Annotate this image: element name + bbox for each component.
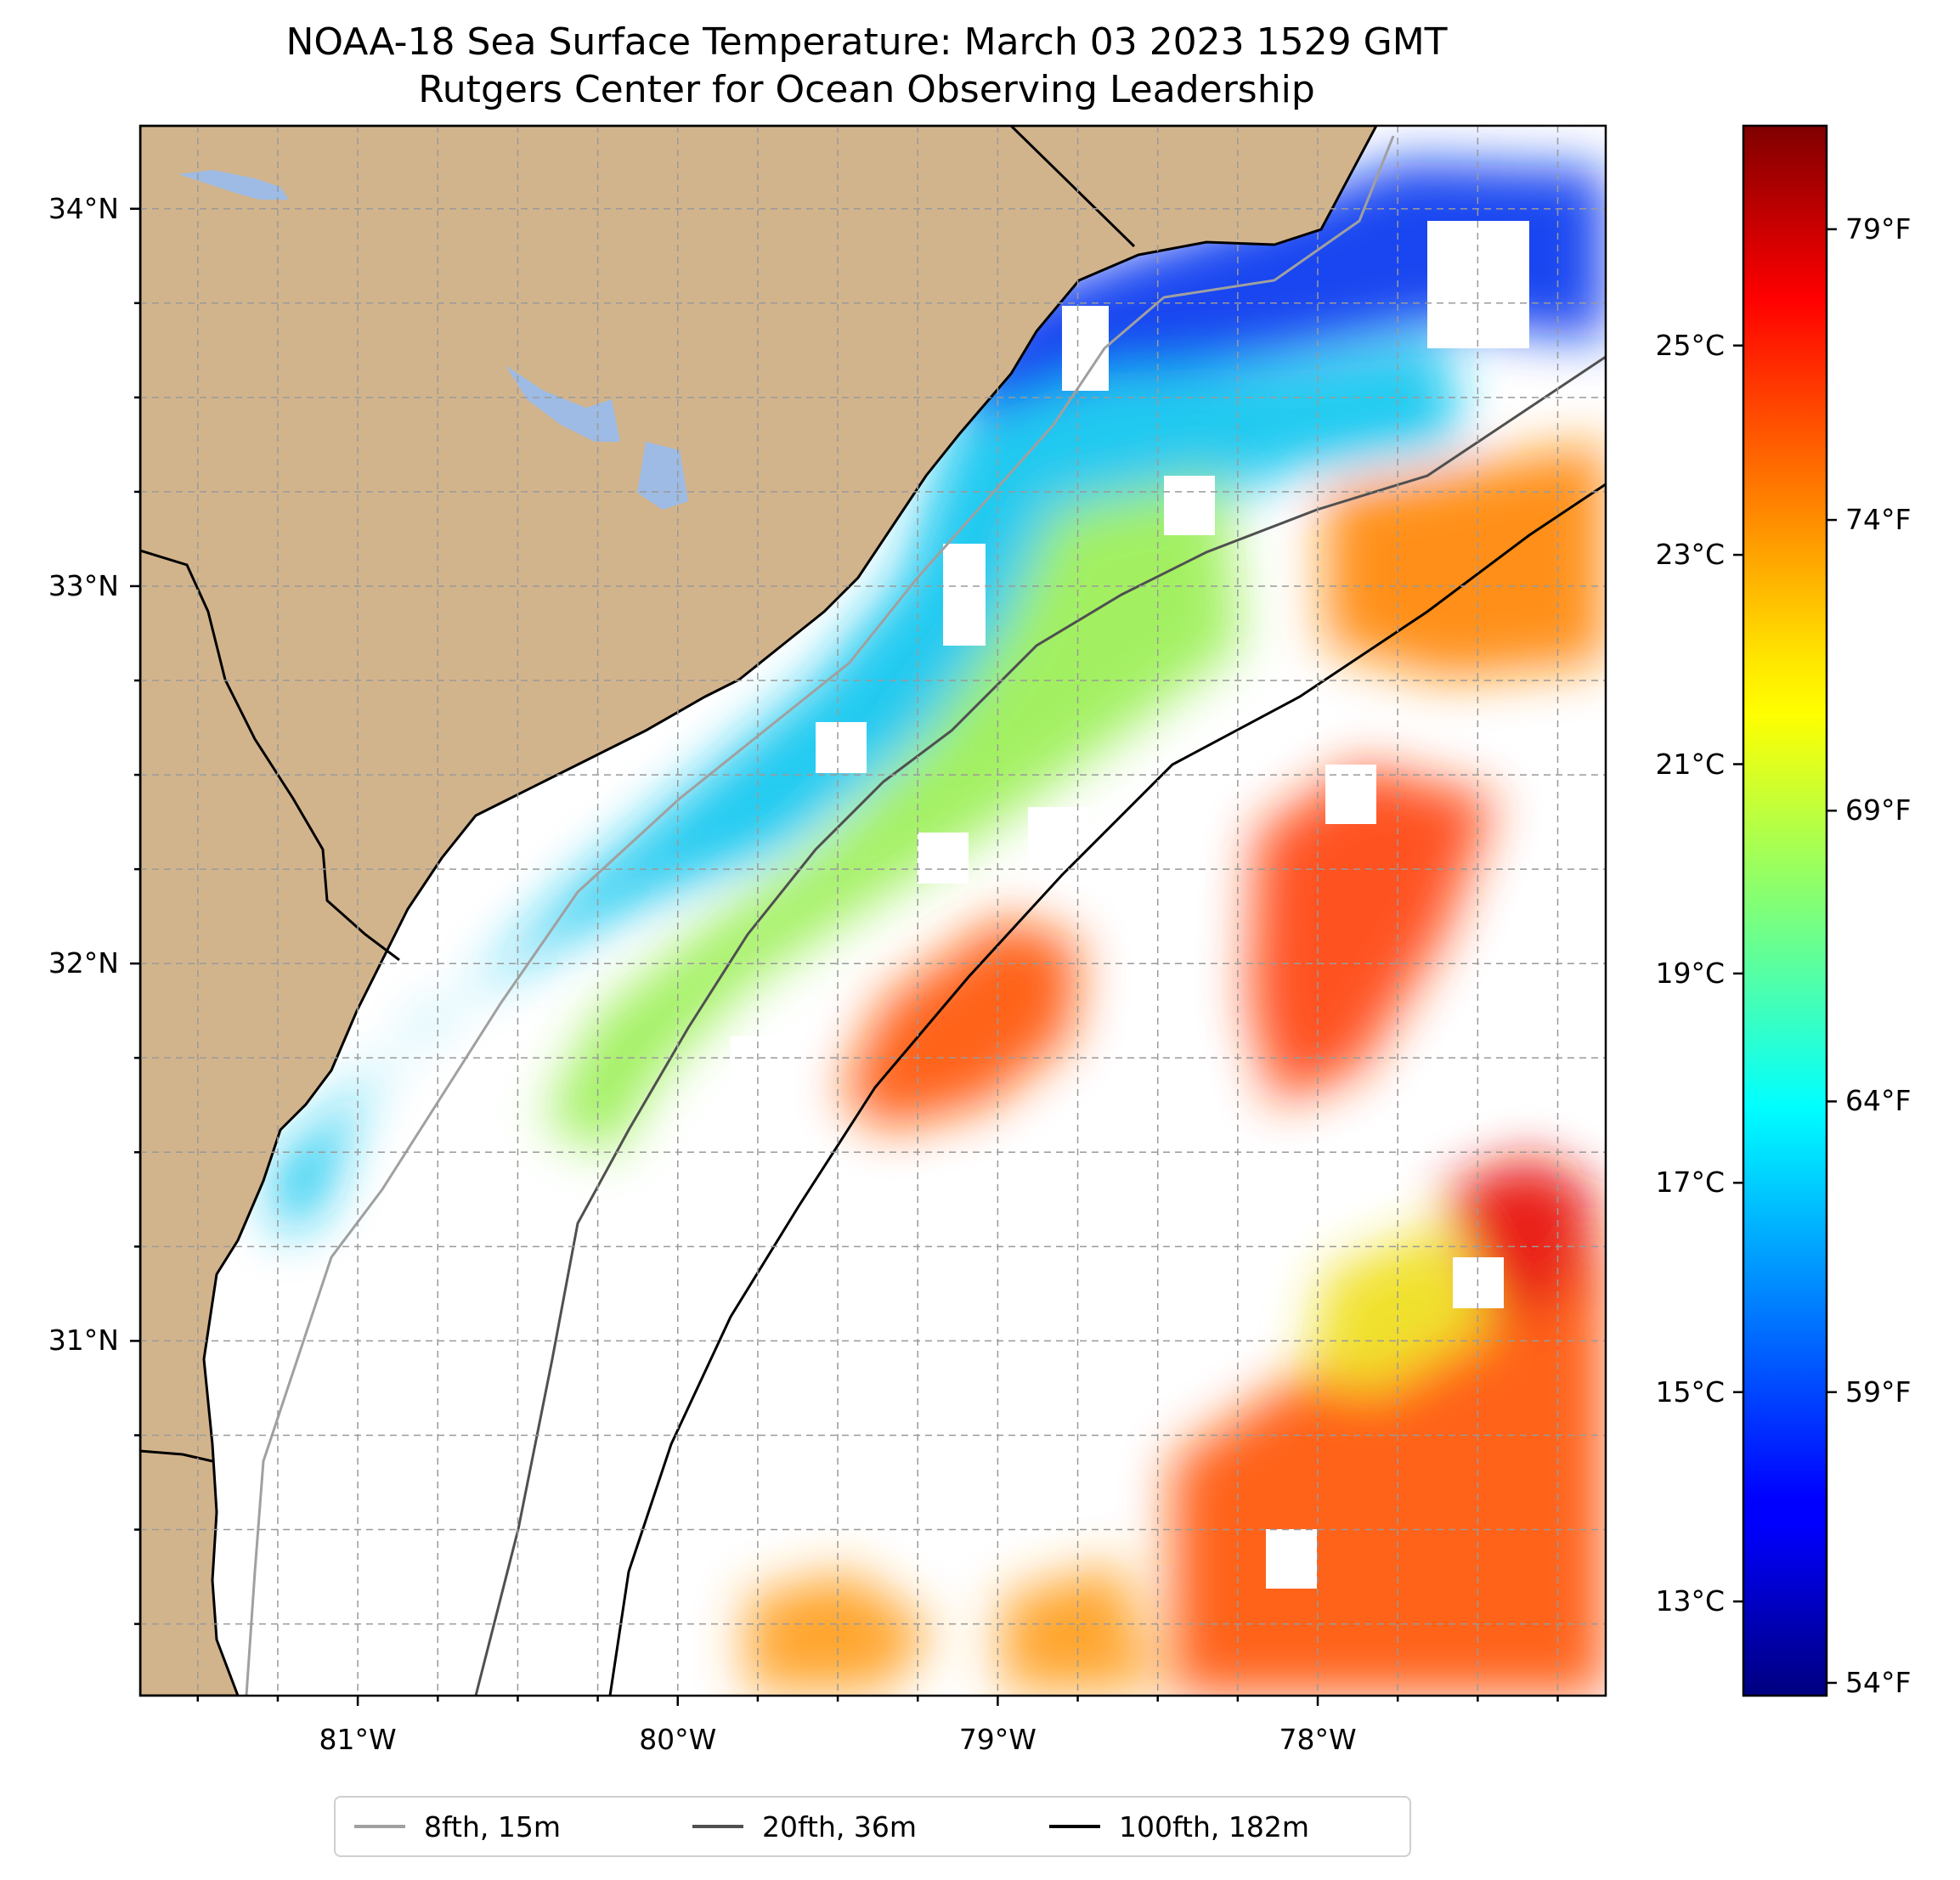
lat-tick-label: 33°N xyxy=(48,568,119,602)
isobath-100fth xyxy=(608,483,1606,1696)
lon-tick-label: 80°W xyxy=(639,1723,717,1756)
sst-warm-center xyxy=(841,917,1079,1130)
celsius-tick-label: 21°C xyxy=(1655,747,1725,781)
sst-green-mid xyxy=(544,476,1240,1155)
fahrenheit-tick-label: 59°F xyxy=(1845,1375,1912,1409)
land-area xyxy=(140,126,1378,1696)
legend-item-8fth: 8fth, 15m xyxy=(354,1798,561,1855)
isobath-8fth xyxy=(245,135,1395,1696)
sst-cyan-shelf xyxy=(272,340,1461,1240)
lon-tick-label: 79°W xyxy=(958,1723,1036,1756)
isobath-20fth xyxy=(474,355,1606,1696)
legend-item-100fth: 100fth, 182m xyxy=(1049,1798,1309,1855)
lat-tick-label: 32°N xyxy=(48,946,119,980)
colorbar xyxy=(1742,124,1828,1697)
lake-marion xyxy=(506,365,620,442)
fahrenheit-tick-label: 79°F xyxy=(1845,212,1912,246)
legend-label-100fth: 100fth, 182m xyxy=(1119,1809,1309,1843)
celsius-tick-label: 23°C xyxy=(1655,538,1725,572)
lake-north xyxy=(178,170,289,200)
celsius-tick-label: 17°C xyxy=(1655,1166,1725,1200)
legend-swatch-100fth xyxy=(1049,1825,1100,1828)
celsius-tick-label: 15°C xyxy=(1655,1375,1725,1409)
colorbar-ticks xyxy=(1733,228,1837,1685)
fahrenheit-tick-label: 69°F xyxy=(1845,793,1912,827)
lon-tick-label: 81°W xyxy=(319,1723,397,1756)
legend-item-20fth: 20fth, 36m xyxy=(692,1798,917,1855)
legend-swatch-20fth xyxy=(692,1825,743,1828)
lake-moultrie xyxy=(637,442,688,510)
isobath-legend: 8fth, 15m 20fth, 36m 100fth, 182m xyxy=(334,1796,1411,1857)
map-frame xyxy=(138,124,1607,1697)
lat-tick-label: 34°N xyxy=(48,191,119,225)
sst-warm-band xyxy=(1249,765,1495,1104)
celsius-tick-label: 25°C xyxy=(1655,328,1725,362)
lat-tick-label: 31°N xyxy=(48,1324,119,1358)
celsius-tick-label: 13°C xyxy=(1655,1584,1725,1618)
legend-swatch-8fth xyxy=(354,1825,405,1828)
axis-ticks xyxy=(130,207,1559,1706)
legend-label-20fth: 20fth, 36m xyxy=(762,1809,917,1843)
map-gridlines xyxy=(140,126,1606,1696)
fahrenheit-tick-label: 54°F xyxy=(1845,1665,1912,1699)
fahrenheit-tick-label: 64°F xyxy=(1845,1084,1912,1118)
state-boundary-ga-fl xyxy=(140,1449,213,1463)
state-boundary-nc-sc xyxy=(1009,126,1136,248)
legend-label-8fth: 8fth, 15m xyxy=(424,1809,562,1843)
state-boundary-sc-ga xyxy=(140,549,400,962)
map-subtitle: Rutgers Center for Ocean Observing Leade… xyxy=(418,68,1315,111)
celsius-tick-label: 19°C xyxy=(1655,956,1725,990)
lon-tick-label: 78°W xyxy=(1279,1723,1357,1756)
fahrenheit-tick-label: 74°F xyxy=(1845,503,1912,537)
sst-yellow-southeast xyxy=(1308,1223,1495,1393)
sst-south-patches xyxy=(748,1563,1155,1691)
sst-orange-east xyxy=(1325,442,1606,680)
map-title: NOAA-18 Sea Surface Temperature: March 0… xyxy=(285,20,1448,64)
